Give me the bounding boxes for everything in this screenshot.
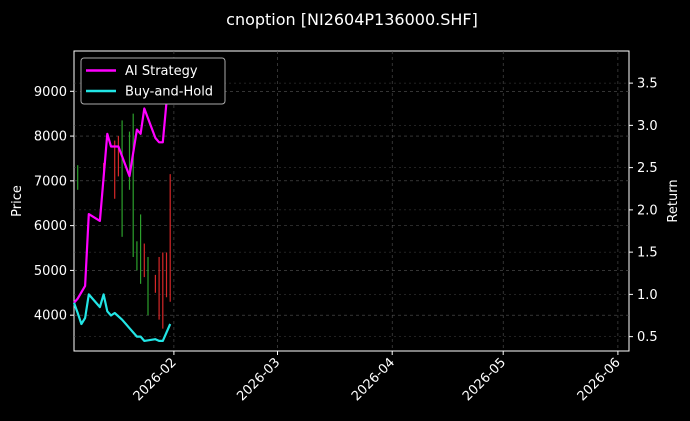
plot-frame	[73, 50, 630, 352]
y-right-tick-label: 2.0	[637, 203, 658, 218]
y-left-tick-label: 4000	[34, 309, 67, 324]
x-tick-label: 2026-02	[131, 355, 180, 404]
y-left-tick-label: 6000	[34, 219, 67, 234]
axis-layer: 2026-02 2026-03 2026-04 2026-05 2026-06 4000 5…	[34, 77, 658, 405]
series-line-ai-strategy	[73, 61, 172, 304]
series-layer	[72, 61, 172, 342]
y-left-tick-label: 9000	[34, 85, 67, 100]
legend: AI Strategy Buy-and-Hold	[80, 57, 226, 105]
y-right-tick-label: 3.5	[637, 77, 658, 92]
y-left-tick-label: 7000	[34, 174, 67, 189]
y-right-tick-label: 1.0	[637, 288, 658, 303]
legend-label-buy-and-hold: Buy-and-Hold	[125, 85, 213, 100]
y-right-tick-label: 1.5	[637, 246, 658, 261]
y-right-axis-label: Return	[666, 179, 681, 222]
y-left-tick-label: 8000	[34, 130, 67, 145]
x-tick-label: 2026-03	[234, 355, 283, 404]
series-line-buy-and-hold	[72, 293, 172, 342]
y-right-tick-label: 0.5	[637, 330, 658, 345]
y-right-tick-label: 3.0	[637, 119, 658, 134]
y-right-tick-label: 2.5	[637, 161, 658, 176]
y-left-tick-label: 5000	[34, 264, 67, 279]
chart-title: cnoption [NI2604P136000.SHF]	[226, 10, 478, 29]
legend-label-ai-strategy: AI Strategy	[125, 64, 198, 79]
x-tick-label: 2026-06	[575, 355, 624, 404]
x-tick-label: 2026-04	[349, 355, 398, 404]
legend-box	[80, 57, 226, 105]
x-tick-label: 2026-05	[460, 355, 509, 404]
y-left-axis-label: Price	[10, 185, 25, 217]
